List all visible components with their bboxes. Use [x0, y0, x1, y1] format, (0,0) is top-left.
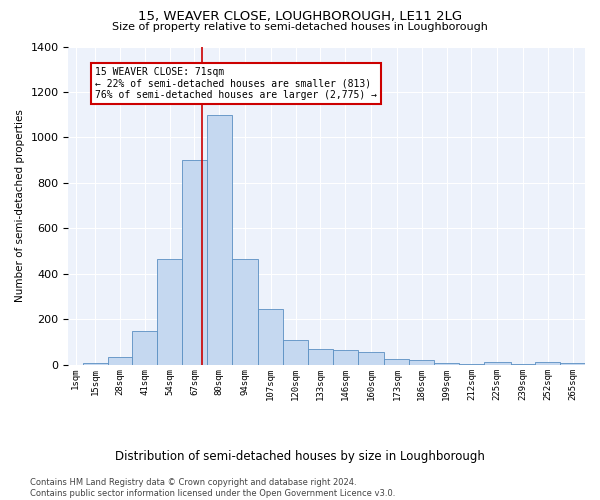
Bar [157, 259, 182, 365]
Bar [283, 340, 308, 365]
Bar [409, 360, 434, 365]
Bar [333, 350, 358, 365]
Bar [535, 362, 560, 365]
Bar [259, 309, 283, 365]
Text: Distribution of semi-detached houses by size in Loughborough: Distribution of semi-detached houses by … [115, 450, 485, 463]
Bar [83, 362, 107, 365]
Bar [459, 364, 484, 365]
Y-axis label: Number of semi-detached properties: Number of semi-detached properties [15, 110, 25, 302]
Bar [232, 259, 259, 365]
Bar [358, 352, 385, 365]
Bar [308, 349, 333, 365]
Bar [107, 357, 133, 365]
Text: 15, WEAVER CLOSE, LOUGHBOROUGH, LE11 2LG: 15, WEAVER CLOSE, LOUGHBOROUGH, LE11 2LG [138, 10, 462, 23]
Text: 15 WEAVER CLOSE: 71sqm
← 22% of semi-detached houses are smaller (813)
76% of se: 15 WEAVER CLOSE: 71sqm ← 22% of semi-det… [95, 67, 377, 100]
Bar [560, 362, 585, 365]
Bar [511, 364, 535, 365]
Text: Contains HM Land Registry data © Crown copyright and database right 2024.
Contai: Contains HM Land Registry data © Crown c… [30, 478, 395, 498]
Bar [182, 160, 207, 365]
Bar [207, 114, 232, 365]
Bar [484, 362, 511, 365]
Bar [385, 360, 409, 365]
Bar [133, 331, 157, 365]
Bar [434, 362, 459, 365]
Text: Size of property relative to semi-detached houses in Loughborough: Size of property relative to semi-detach… [112, 22, 488, 32]
